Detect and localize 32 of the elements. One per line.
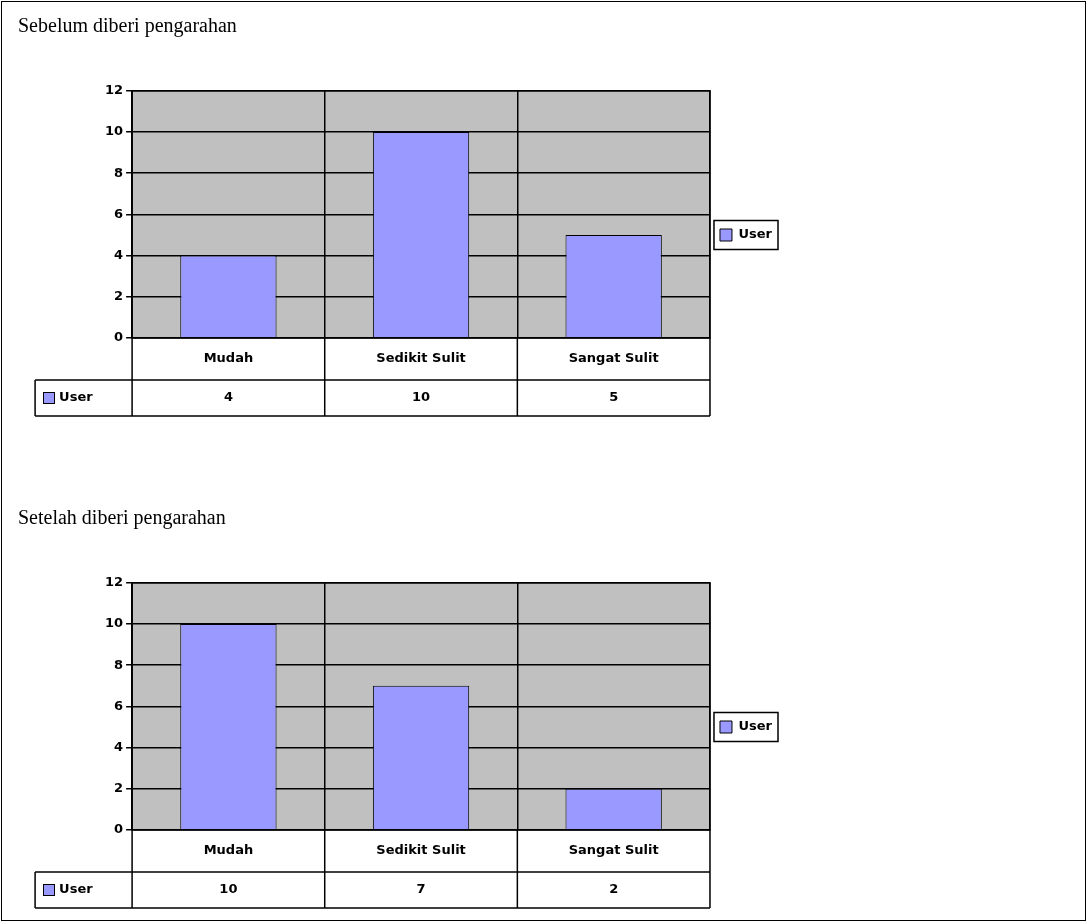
y-tick-label: 10 bbox=[105, 123, 124, 139]
y-tick-label: 6 bbox=[114, 205, 124, 221]
x-tick-label: Sedikit Sulit bbox=[376, 350, 466, 366]
y-tick-label: 8 bbox=[114, 164, 124, 180]
x-tick-label: Sangat Sulit bbox=[568, 350, 659, 366]
y-tick-label: 10 bbox=[105, 615, 124, 631]
data-label: 10 bbox=[219, 881, 238, 897]
text: User bbox=[59, 389, 93, 405]
data-label: 7 bbox=[416, 881, 426, 897]
x-tick-label: Mudah bbox=[203, 350, 254, 366]
y-tick-label: 8 bbox=[114, 656, 124, 672]
data-label: 10 bbox=[411, 389, 431, 405]
data-label: 5 bbox=[609, 389, 619, 405]
chart-title: Setelah diberi pengarahan bbox=[18, 506, 226, 529]
y-tick-label: 2 bbox=[114, 780, 124, 796]
y-tick-label: 0 bbox=[114, 821, 124, 837]
y-tick-label: 4 bbox=[114, 246, 124, 262]
y-tick-label: 6 bbox=[114, 697, 124, 713]
data-label: 2 bbox=[609, 881, 619, 897]
chart-title: Sebelum diberi pengarahan bbox=[18, 14, 237, 37]
data-label: 4 bbox=[223, 389, 233, 405]
legend-label: User bbox=[738, 718, 773, 734]
y-tick-label: 4 bbox=[114, 738, 124, 754]
x-tick-label: Sangat Sulit bbox=[568, 842, 659, 858]
text: User bbox=[59, 881, 93, 897]
legend-label: User bbox=[738, 226, 773, 242]
y-tick-label: 12 bbox=[105, 574, 124, 590]
y-tick-label: 0 bbox=[114, 329, 124, 345]
y-tick-label: 2 bbox=[114, 288, 124, 304]
x-tick-label: Sedikit Sulit bbox=[376, 842, 466, 858]
x-tick-label: Mudah bbox=[203, 842, 254, 858]
y-tick-label: 12 bbox=[105, 82, 124, 98]
